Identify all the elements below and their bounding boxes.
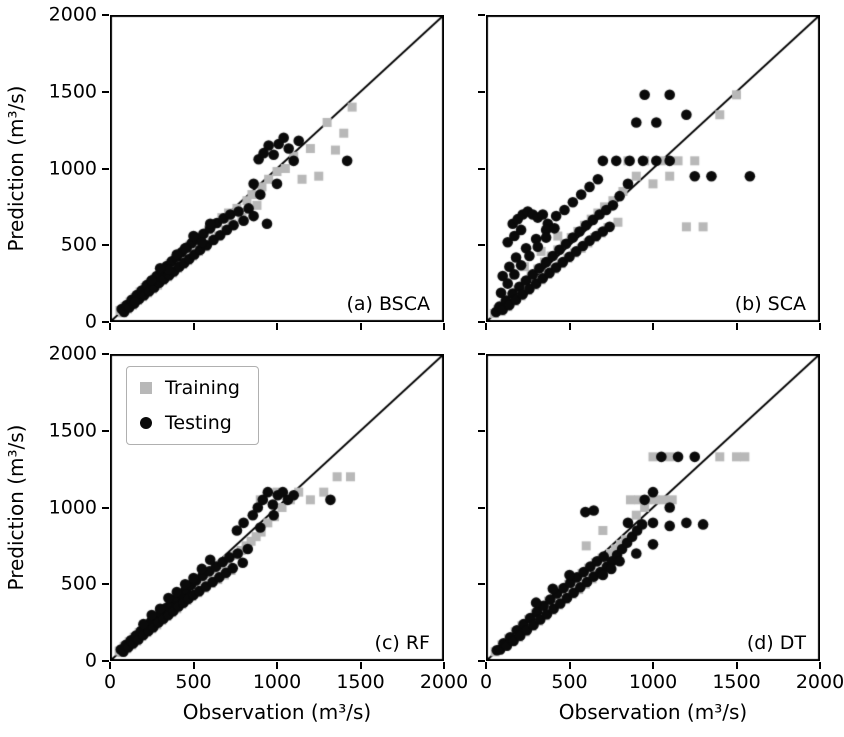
y-tick-mark: [102, 660, 109, 662]
panel-b-sca: (b) SCA: [478, 14, 821, 330]
x-tick-label: 1500: [712, 671, 761, 693]
x-tick-mark: [568, 323, 571, 330]
x-axis-label-left: Observation (m³/s): [182, 700, 372, 724]
y-tick-mark: [478, 90, 485, 93]
y-tick-label: 1000: [48, 157, 97, 180]
y-tick-mark: [102, 167, 109, 170]
scatter-plot-dt: [486, 354, 820, 661]
panel-annotation-d: (d) DT: [746, 632, 806, 654]
y-tick-mark: [478, 353, 485, 355]
panel-annotation-a: (a) BSCA: [346, 293, 430, 315]
legend-item-testing: Testing: [140, 412, 240, 434]
panel-d-dt: (d) DT 0 500 1000 1500 2000: [478, 353, 844, 692]
y-tick-label: 1500: [48, 419, 97, 442]
y-tick-mark: [102, 506, 109, 509]
x-tick-mark: [276, 662, 278, 669]
x-tick-mark: [443, 323, 445, 330]
y-axis-label-bottom: Prediction (m³/s): [4, 424, 28, 591]
x-tick-mark: [192, 323, 195, 330]
panel-c-rf: Training Testing (c) RF 0 500 1000 1500 2000…: [49, 343, 469, 692]
x-tick-label: 500: [175, 671, 212, 693]
x-tick-label: 1000: [252, 671, 302, 693]
x-tick-mark: [109, 662, 111, 669]
x-tick-label: 2000: [795, 671, 844, 693]
x-tick-mark: [485, 323, 487, 330]
legend-label-testing: Testing: [165, 412, 232, 434]
y-tick-mark: [478, 14, 485, 16]
legend: Training Testing: [126, 366, 259, 445]
x-tick-mark: [276, 323, 278, 330]
y-tick-mark: [102, 353, 109, 355]
x-tick-mark: [652, 662, 654, 669]
y-tick-mark: [102, 244, 109, 247]
scatter-plot-sca: [486, 15, 820, 322]
x-tick-mark: [819, 662, 821, 669]
y-tick-label: 1500: [48, 80, 97, 103]
x-tick-mark: [735, 662, 738, 669]
x-tick-label: 2000: [419, 671, 469, 693]
x-tick-mark: [568, 662, 571, 669]
y-tick-label: 0: [84, 649, 97, 672]
legend-label-training: Training: [165, 377, 240, 399]
y-tick-mark: [478, 167, 485, 170]
y-tick-mark: [478, 321, 485, 323]
y-tick-label: 0: [84, 310, 97, 333]
training-square-icon: [140, 382, 152, 394]
y-axis-label-top: Prediction (m³/s): [4, 85, 28, 252]
x-tick-label: 500: [551, 671, 588, 693]
y-tick-label: 500: [60, 233, 97, 256]
y-tick-mark: [102, 321, 109, 323]
x-tick-mark: [652, 323, 654, 330]
x-tick-mark: [735, 323, 738, 330]
y-tick-mark: [478, 506, 485, 509]
x-tick-mark: [443, 662, 445, 669]
y-tick-mark: [102, 583, 109, 586]
x-tick-mark: [359, 662, 362, 669]
x-tick-label: 1000: [628, 671, 678, 693]
panel-annotation-c: (c) RF: [374, 632, 430, 654]
legend-item-training: Training: [140, 377, 240, 399]
x-tick-mark: [485, 662, 487, 669]
y-tick-label: 2000: [48, 342, 97, 365]
x-tick-mark: [192, 662, 195, 669]
y-tick-label: 500: [60, 572, 97, 595]
y-tick-label: 2000: [48, 3, 97, 26]
x-tick-label: 1500: [336, 671, 385, 693]
y-tick-mark: [478, 429, 485, 432]
y-tick-mark: [102, 90, 109, 93]
x-tick-mark: [109, 323, 111, 330]
y-tick-label: 1000: [48, 496, 97, 519]
x-tick-mark: [819, 323, 821, 330]
y-tick-mark: [102, 14, 109, 16]
y-tick-mark: [102, 429, 109, 432]
y-tick-mark: [478, 660, 485, 662]
scatter-plot-bsca: [110, 15, 444, 322]
panel-annotation-b: (b) SCA: [734, 293, 806, 315]
x-tick-mark: [359, 323, 362, 330]
x-tick-label: 0: [103, 671, 117, 693]
panel-a-bsca: (a) BSCA 0 500 1000 1500 2000: [49, 4, 445, 332]
testing-circle-icon: [140, 417, 152, 429]
y-tick-mark: [478, 583, 485, 586]
x-axis-label-right: Observation (m³/s): [558, 700, 748, 724]
y-tick-mark: [478, 244, 485, 247]
x-tick-label: 0: [479, 671, 493, 693]
